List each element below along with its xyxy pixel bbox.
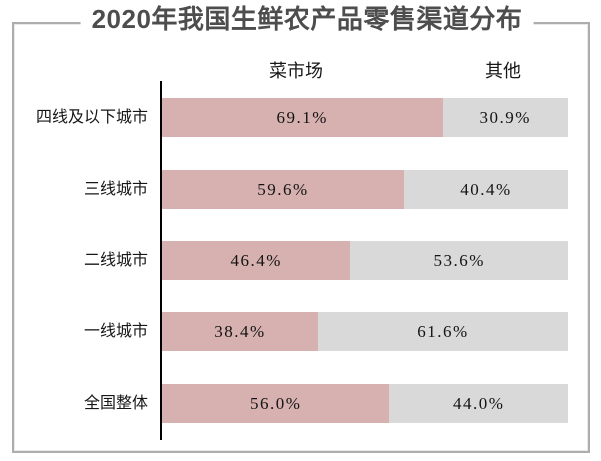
- bar-segment-market: 69.1%: [162, 98, 443, 137]
- bar-row: 三线城市 59.6% 40.4%: [0, 170, 601, 209]
- bar-segment-market: 38.4%: [162, 312, 318, 351]
- bar-segment-market: 46.4%: [162, 241, 351, 280]
- y-axis-line: [160, 81, 162, 440]
- bar-segment-market: 56.0%: [162, 384, 390, 423]
- value-label-market: 56.0%: [249, 393, 302, 413]
- value-label-other: 44.0%: [452, 393, 505, 413]
- value-label-market: 38.4%: [214, 321, 266, 341]
- stacked-bar: 59.6% 40.4%: [162, 170, 568, 209]
- bar-segment-other: 53.6%: [350, 241, 568, 280]
- bar-segment-other: 44.0%: [389, 384, 568, 423]
- legend-other-label: 其他: [485, 61, 521, 81]
- category-label: 四线及以下城市: [35, 109, 148, 126]
- category-label: 一线城市: [83, 323, 148, 340]
- bar-segment-other: 30.9%: [442, 98, 568, 137]
- legend-market-label: 菜市场: [269, 61, 323, 81]
- value-label-other: 53.6%: [433, 250, 485, 270]
- bar-row: 二线城市 46.4% 53.6%: [0, 241, 601, 280]
- value-label-other: 40.4%: [460, 179, 512, 199]
- bar-row: 一线城市 38.4% 61.6%: [0, 312, 601, 351]
- bar-row: 全国整体 56.0% 44.0%: [0, 384, 601, 423]
- value-label-market: 59.6%: [257, 179, 309, 199]
- chart-title: 2020年我国生鲜农产品零售渠道分布: [80, 1, 534, 38]
- stacked-bar: 38.4% 61.6%: [162, 312, 568, 351]
- value-label-market: 69.1%: [276, 107, 328, 127]
- bar-row: 四线及以下城市 69.1% 30.9%: [0, 98, 601, 137]
- stacked-bar: 56.0% 44.0%: [162, 384, 568, 423]
- value-label-other: 30.9%: [479, 107, 531, 127]
- bar-segment-market: 59.6%: [162, 170, 404, 209]
- category-label: 全国整体: [83, 395, 148, 412]
- bar-segment-other: 61.6%: [317, 312, 568, 351]
- stacked-bar: 69.1% 30.9%: [162, 98, 568, 137]
- category-label: 三线城市: [83, 181, 148, 198]
- stacked-bar: 46.4% 53.6%: [162, 241, 568, 280]
- category-label: 二线城市: [83, 252, 148, 269]
- value-label-market: 46.4%: [230, 250, 282, 270]
- value-label-other: 61.6%: [417, 321, 469, 341]
- bar-segment-other: 40.4%: [403, 170, 568, 209]
